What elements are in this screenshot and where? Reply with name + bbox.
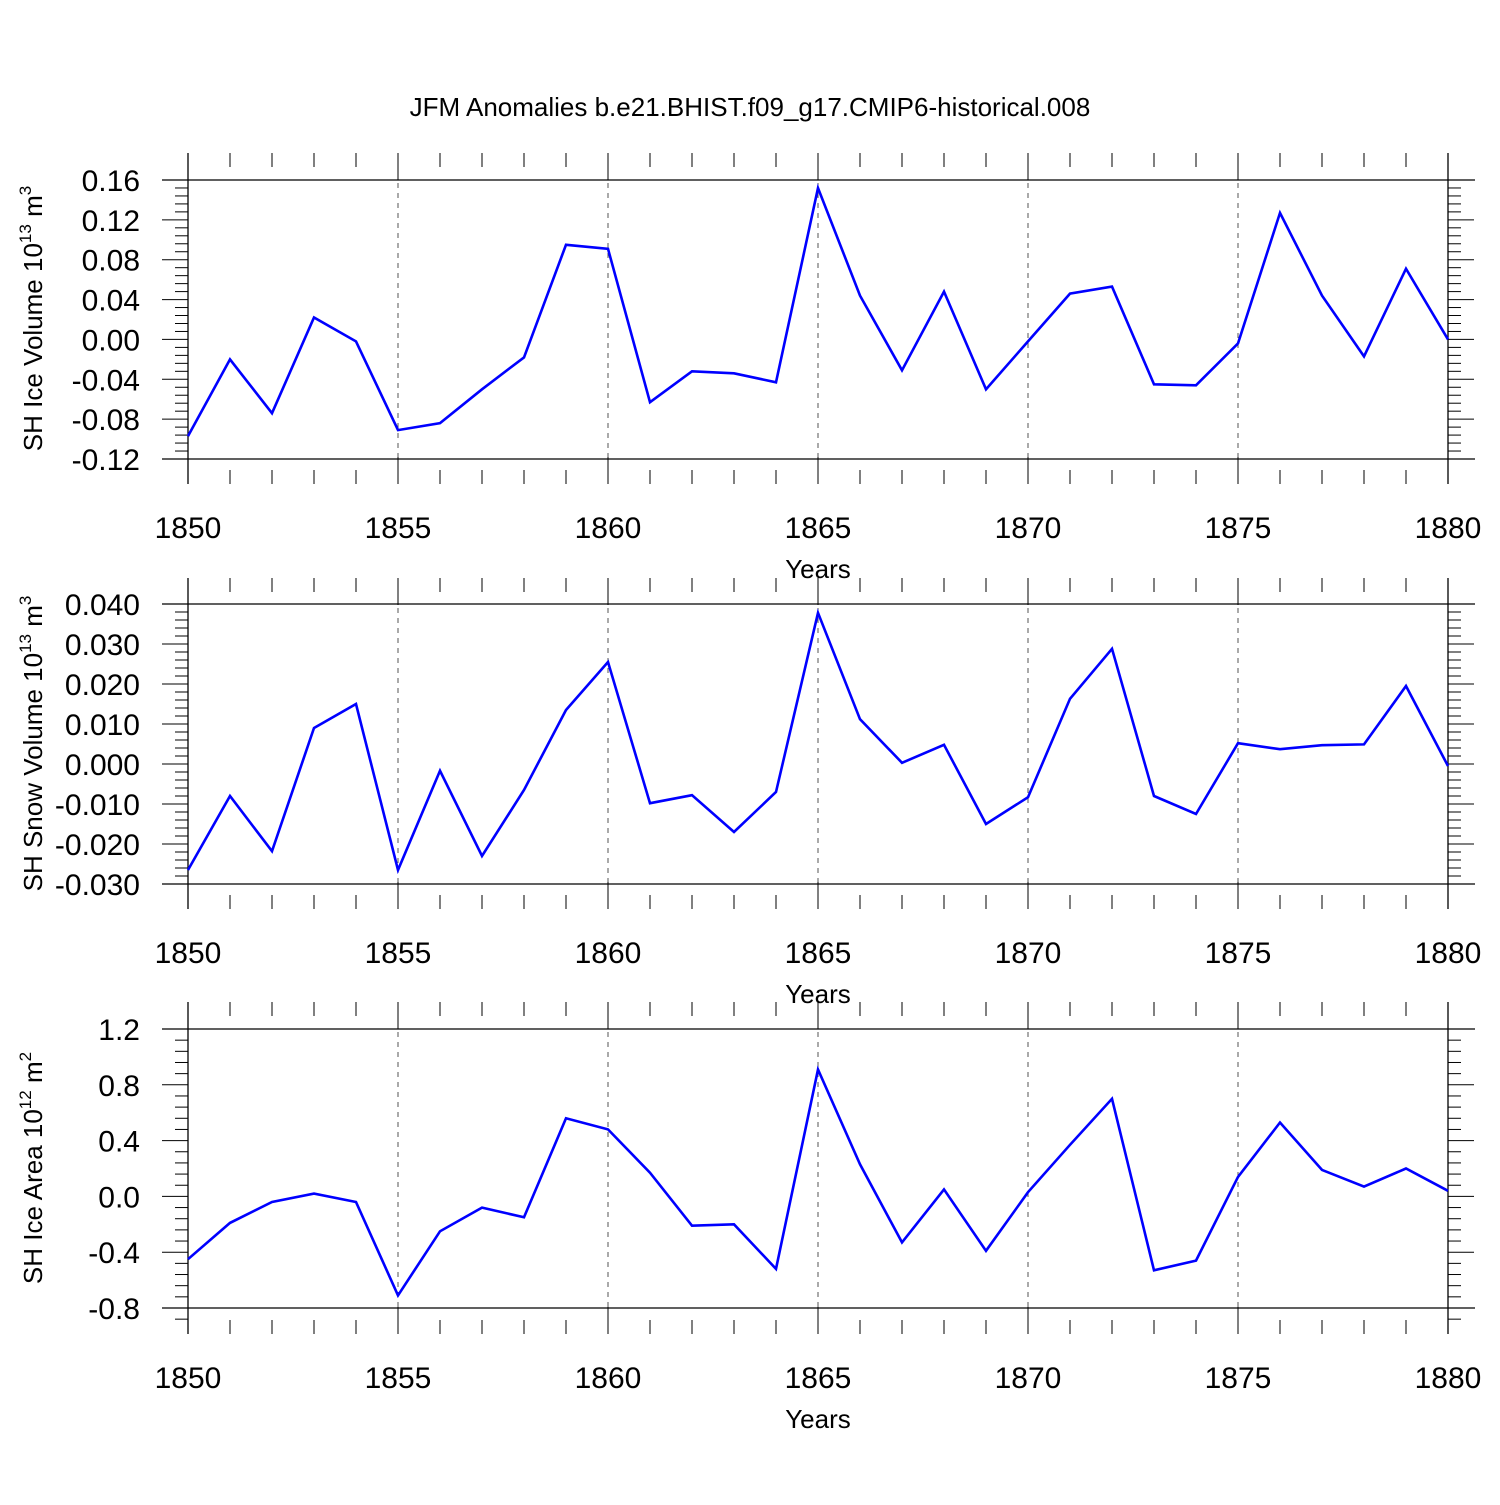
x-tick-label: 1855 (365, 512, 432, 545)
chart-panel-2: -0.030 -0.020 -0.010 0.000 0.010 0.020 0.030 0.… (16, 578, 1481, 1009)
y-tick-label: -0.4 (88, 1237, 140, 1270)
y-tick-label: -0.08 (72, 404, 140, 437)
x-tick-label: 1870 (995, 512, 1062, 545)
y-tick-label: -0.8 (88, 1293, 140, 1326)
x-tick-label: 1860 (575, 937, 642, 970)
x-tick-label: 1870 (995, 937, 1062, 970)
figure-title: JFM Anomalies b.e21.BHIST.f09_g17.CMIP6-… (410, 92, 1091, 122)
y-tick-label: 0.010 (65, 709, 140, 742)
y-tick-label: 0.4 (98, 1126, 140, 1159)
x-tick-label: 1880 (1415, 937, 1482, 970)
y-tick-label: 1.2 (98, 1014, 140, 1047)
y-tick-label: 0.12 (82, 205, 140, 238)
y-axis-label: SH Ice Area 1012 m2 (16, 1052, 48, 1284)
y-tick-label: -0.12 (72, 444, 140, 477)
series-line (186, 608, 1450, 875)
y-tick-label: 0.040 (65, 589, 140, 622)
chart-panel-3: -0.8 -0.4 0.0 0.4 0.8 1.2 1850 1855 1860 1865 1870… (16, 1002, 1481, 1434)
y-axis-label: SH Snow Volume 1013 m3 (16, 596, 48, 892)
x-tick-label: 1865 (785, 1362, 852, 1395)
y-tick-label: 0.16 (82, 165, 140, 198)
y-tick-label: 0.020 (65, 669, 140, 702)
series-line (186, 183, 1450, 437)
y-tick-label: 0.04 (82, 285, 140, 318)
x-tick-label: 1875 (1205, 1362, 1272, 1395)
x-tick-label: 1850 (155, 1362, 222, 1395)
y-tick-label: -0.020 (55, 829, 140, 862)
chart-panel-1: -0.12 -0.08 -0.04 0.00 0.04 0.08 0.12 0.16 1850 1… (16, 153, 1481, 584)
y-tick-label: 0.00 (82, 324, 140, 357)
y-tick-label: 0.8 (98, 1070, 140, 1103)
x-tick-label: 1880 (1415, 1362, 1482, 1395)
y-tick-label: 0.08 (82, 245, 140, 278)
y-tick-label: -0.010 (55, 789, 140, 822)
x-tick-label: 1855 (365, 937, 432, 970)
x-tick-label: 1875 (1205, 512, 1272, 545)
x-axis-label: Years (785, 1404, 851, 1434)
x-tick-label: 1865 (785, 937, 852, 970)
series-line (187, 1065, 1449, 1299)
x-tick-label: 1875 (1205, 937, 1272, 970)
x-tick-label: 1860 (575, 1362, 642, 1395)
x-tick-label: 1850 (155, 512, 222, 545)
x-tick-label: 1855 (365, 1362, 432, 1395)
y-tick-label: -0.030 (55, 869, 140, 902)
x-tick-label: 1850 (155, 937, 222, 970)
x-tick-label: 1865 (785, 512, 852, 545)
y-tick-label: 0.0 (98, 1181, 140, 1214)
y-axis-label: SH Ice Volume 1013 m3 (16, 186, 48, 451)
x-tick-label: 1870 (995, 1362, 1062, 1395)
y-tick-label: -0.04 (72, 364, 140, 397)
y-tick-label: 0.000 (65, 749, 140, 782)
y-tick-label: 0.030 (65, 629, 140, 662)
x-tick-label: 1860 (575, 512, 642, 545)
x-tick-label: 1880 (1415, 512, 1482, 545)
